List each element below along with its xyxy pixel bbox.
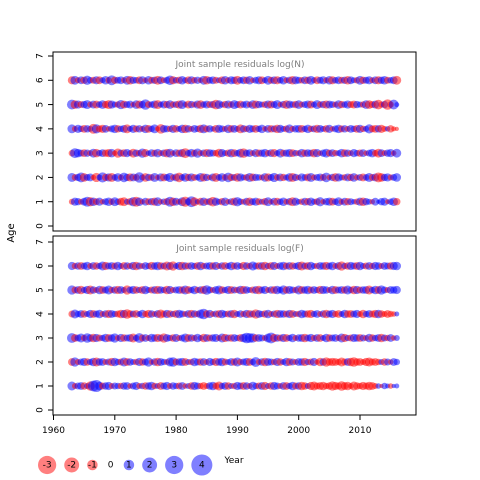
panel-logN-title: Joint sample residuals log(N) [174, 60, 304, 70]
y-tick-label: 1 [36, 199, 46, 205]
legend-bubble [123, 459, 135, 471]
panel-logN-y-axis: 0 1 2 3 4 5 6 7 [36, 53, 53, 229]
residual-bubble [392, 285, 401, 295]
x-tick-label: 2000 [287, 426, 310, 436]
residual-bubble [392, 261, 402, 271]
y-tick-label: 3 [36, 335, 46, 341]
residual-bubble [394, 102, 400, 108]
legend-label: -3 [43, 461, 52, 471]
legend-label: 3 [171, 461, 177, 471]
y-tick-label: 7 [36, 239, 46, 245]
panel-logN-frame [52, 51, 417, 232]
bubble-size-legend: -3 -2 -1 0 1 2 3 4 [37, 454, 213, 476]
legend-bubble [87, 459, 98, 471]
legend-label: 4 [199, 461, 205, 471]
legend-label: 1 [126, 461, 132, 471]
panel-logF-title: Joint sample residuals log(F) [175, 244, 303, 254]
residual-bubble [387, 383, 394, 389]
y-axis-label: Age [6, 223, 17, 242]
legend-bubble [142, 457, 158, 473]
residual-bubble [394, 311, 400, 317]
y-tick-label: 2 [36, 175, 46, 181]
x-tick-label: 1980 [165, 426, 188, 436]
y-tick-label: 5 [36, 287, 46, 293]
legend-label: 2 [147, 461, 153, 471]
residual-bubble [391, 126, 397, 132]
legend-bubble [37, 455, 57, 475]
panel-logF-y-axis: 0 1 2 3 4 5 6 7 [36, 239, 53, 413]
y-tick-label: 1 [36, 383, 46, 389]
residual-bubble [375, 383, 382, 389]
y-tick-label: 0 [36, 407, 46, 413]
residual-bubble [393, 198, 401, 206]
x-axis: 1960 1970 1980 1990 2000 2010 [42, 414, 372, 436]
legend-label: 0 [108, 461, 114, 471]
y-tick-label: 4 [36, 126, 46, 132]
residual-bubble [392, 75, 402, 85]
y-tick-label: 6 [36, 77, 46, 83]
y-tick-label: 5 [36, 102, 46, 108]
residual-bubble [394, 383, 400, 389]
y-tick-label: 2 [36, 359, 46, 365]
legend-bubble [64, 457, 80, 473]
x-tick-label: 2010 [349, 426, 372, 436]
residual-bubble [371, 197, 380, 206]
y-tick-label: 3 [36, 150, 46, 156]
residual-bubble [392, 173, 402, 182]
x-tick-label: 1990 [226, 426, 249, 436]
residual-bubble [393, 358, 401, 366]
panel-logN: 0 1 2 3 4 5 6 7 Joint sample residuals log(N) [36, 51, 417, 232]
residual-bubble [393, 334, 400, 342]
x-axis-label: Year [223, 456, 243, 466]
legend-label: -1 [88, 461, 97, 471]
residual-bubble [388, 99, 399, 110]
y-tick-label: 4 [36, 311, 46, 317]
legend-label: -2 [67, 461, 76, 471]
panel-logF: 0 1 2 3 4 5 6 7 Joint sample residuals log(F) [36, 235, 417, 416]
panel-logN-bubbles [66, 75, 402, 208]
panel-logF-bubbles [66, 261, 402, 393]
y-tick-label: 0 [36, 223, 46, 229]
legend-bubble [165, 455, 184, 475]
y-tick-label: 6 [36, 263, 46, 269]
residual-bubble [394, 126, 399, 131]
x-tick-label: 1970 [103, 426, 126, 436]
x-tick-label: 1960 [42, 426, 65, 436]
y-tick-label: 7 [36, 53, 46, 59]
legend-bubble [191, 454, 213, 476]
residual-bubble [392, 148, 402, 158]
